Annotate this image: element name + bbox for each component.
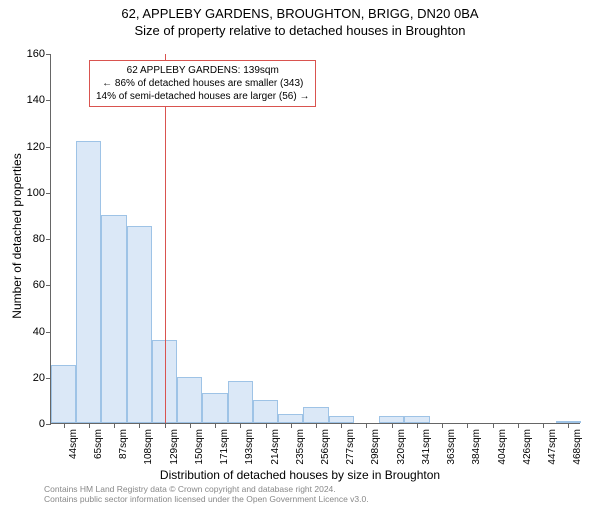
histogram-bar — [404, 416, 429, 423]
x-tick-label: 447sqm — [547, 429, 558, 465]
histogram-bar — [101, 215, 126, 423]
histogram-bar — [76, 141, 101, 423]
y-axis-label: Number of detached properties — [10, 153, 24, 318]
x-tick-label: 298sqm — [370, 429, 381, 465]
x-tick-label: 277sqm — [345, 429, 356, 465]
x-tick-label: 65sqm — [93, 429, 104, 459]
x-tick-label: 150sqm — [194, 429, 205, 465]
x-tick-label: 426sqm — [522, 429, 533, 465]
x-tick-label: 404sqm — [497, 429, 508, 465]
footer-line-2: Contains public sector information licen… — [44, 494, 369, 504]
x-tick-label: 171sqm — [219, 429, 230, 465]
footer-line-1: Contains HM Land Registry data © Crown c… — [44, 484, 369, 494]
histogram-bar — [253, 400, 278, 423]
x-tick-label: 87sqm — [118, 429, 129, 459]
x-axis-label: Distribution of detached houses by size … — [0, 468, 600, 482]
reference-line — [165, 54, 166, 423]
histogram-bar — [202, 393, 227, 423]
x-tick-label: 108sqm — [143, 429, 154, 465]
histogram-bar — [303, 407, 328, 423]
x-tick-label: 468sqm — [572, 429, 583, 465]
x-tick-label: 44sqm — [68, 429, 79, 459]
plot-area: 02040608010012014016044sqm65sqm87sqm108s… — [50, 54, 580, 424]
annotation-line: 62 APPLEBY GARDENS: 139sqm — [96, 64, 309, 77]
chart-area: 02040608010012014016044sqm65sqm87sqm108s… — [50, 54, 580, 424]
footer-attribution: Contains HM Land Registry data © Crown c… — [44, 484, 369, 504]
histogram-bar — [379, 416, 404, 423]
histogram-bar — [329, 416, 354, 423]
x-tick-label: 193sqm — [244, 429, 255, 465]
x-tick-label: 384sqm — [471, 429, 482, 465]
histogram-bar — [51, 365, 76, 423]
histogram-bar — [127, 226, 152, 423]
histogram-bar — [177, 377, 202, 423]
chart-title-sub: Size of property relative to detached ho… — [0, 23, 600, 38]
histogram-bar — [278, 414, 303, 423]
annotation-line: 14% of semi-detached houses are larger (… — [96, 90, 309, 103]
x-tick-label: 363sqm — [446, 429, 457, 465]
annotation-box: 62 APPLEBY GARDENS: 139sqm← 86% of detac… — [89, 60, 316, 107]
x-tick-label: 235sqm — [295, 429, 306, 465]
x-tick-label: 320sqm — [396, 429, 407, 465]
x-tick-label: 256sqm — [320, 429, 331, 465]
x-tick-label: 214sqm — [270, 429, 281, 465]
x-tick-label: 129sqm — [169, 429, 180, 465]
x-tick-label: 341sqm — [421, 429, 432, 465]
annotation-line: ← 86% of detached houses are smaller (34… — [96, 77, 309, 90]
chart-title-main: 62, APPLEBY GARDENS, BROUGHTON, BRIGG, D… — [0, 6, 600, 21]
histogram-bar — [228, 381, 253, 423]
